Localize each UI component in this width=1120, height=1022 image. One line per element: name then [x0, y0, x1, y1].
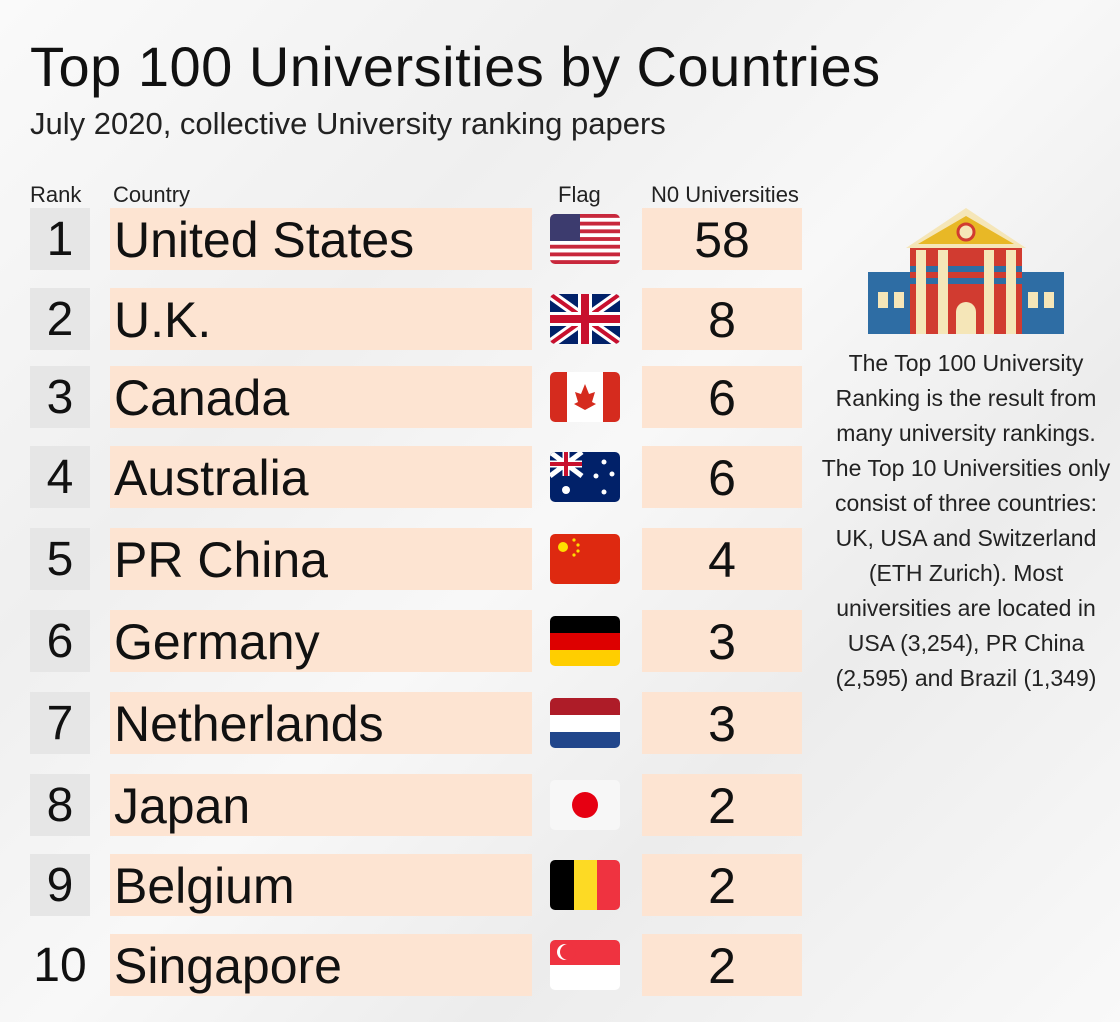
table-row: 7 Netherlands 3 [0, 692, 830, 754]
count-cell: 58 [642, 208, 802, 270]
page-subtitle: July 2020, collective University ranking… [30, 106, 666, 141]
count-cell: 4 [642, 528, 802, 590]
rank-cell: 9 [30, 854, 90, 916]
rank-cell: 6 [30, 610, 90, 672]
table-row: 2 U.K. 8 [0, 288, 830, 350]
rank-cell: 1 [30, 208, 90, 270]
count-cell: 6 [642, 446, 802, 508]
rank-cell: 7 [30, 692, 90, 754]
rank-cell: 5 [30, 528, 90, 590]
country-cell: Australia [110, 446, 532, 508]
count-cell: 6 [642, 366, 802, 428]
rank-cell: 8 [30, 774, 90, 836]
country-cell: PR China [110, 528, 532, 590]
rank-cell: 2 [30, 288, 90, 350]
table-row: 5 PR China 4 [0, 528, 830, 590]
country-cell: Canada [110, 366, 532, 428]
count-cell: 2 [642, 934, 802, 996]
side-description: The Top 100 University Ranking is the re… [821, 350, 1111, 691]
university-building-icon [868, 208, 1064, 334]
table-row: 8 Japan 2 [0, 774, 830, 836]
rank-cell: 3 [30, 366, 90, 428]
country-cell: Netherlands [110, 692, 532, 754]
header-flag: Flag [558, 182, 601, 207]
page-title: Top 100 Universities by Countries [30, 35, 881, 98]
country-cell: Belgium [110, 854, 532, 916]
flag-uk-icon [550, 294, 620, 344]
flag-jp-icon [550, 780, 620, 830]
flag-cn-icon [550, 534, 620, 584]
flag-ca-icon [550, 372, 620, 422]
flag-sg-icon [550, 940, 620, 990]
header-rank: Rank [30, 182, 82, 207]
table-row: 10 Singapore 2 [0, 934, 830, 996]
count-cell: 2 [642, 774, 802, 836]
country-cell: United States [110, 208, 532, 270]
table-row: 9 Belgium 2 [0, 854, 830, 916]
flag-de-icon [550, 616, 620, 666]
count-cell: 3 [642, 610, 802, 672]
country-cell: U.K. [110, 288, 532, 350]
flag-be-icon [550, 860, 620, 910]
count-cell: 3 [642, 692, 802, 754]
header-count: N0 Universities [651, 182, 799, 207]
country-cell: Germany [110, 610, 532, 672]
country-cell: Singapore [110, 934, 532, 996]
rank-cell: 4 [30, 446, 90, 508]
count-cell: 8 [642, 288, 802, 350]
header-country: Country [113, 182, 191, 207]
flag-au-icon [550, 452, 620, 502]
count-cell: 2 [642, 854, 802, 916]
flag-us-icon [550, 214, 620, 264]
rank-cell: 10 [33, 939, 87, 992]
table-row: 1 United States 58 [0, 208, 830, 270]
country-cell: Japan [110, 774, 532, 836]
table-row: 3 Canada 6 [0, 366, 830, 428]
table-row: 4 Australia 6 [0, 446, 830, 508]
table-row: 6 Germany 3 [0, 610, 830, 672]
flag-nl-icon [550, 698, 620, 748]
